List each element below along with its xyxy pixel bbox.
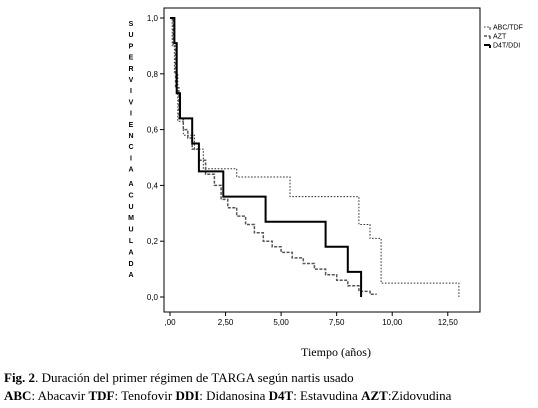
y-label-letter: E (129, 122, 134, 129)
legend-entry: AZT (493, 34, 507, 41)
axes: 0,0 0,2 0,4 0,6 0,8 1,0 ,00 2,50 5,00 7,50 10,00 12… (147, 7, 481, 327)
y-label-letter: V (129, 77, 134, 84)
y-label-letter: V (129, 99, 134, 106)
y-label-letter: A (128, 249, 133, 256)
y-tick-label: 0,4 (147, 181, 159, 190)
y-tick-label: 0,8 (147, 70, 159, 79)
x-tick-label: 7,50 (329, 318, 345, 327)
x-tick-label: 2,50 (218, 318, 234, 327)
abbr-ddi: DDI (175, 388, 200, 403)
plot-frame (163, 7, 481, 313)
abbr-tdf: TDF (88, 388, 115, 403)
y-label-letter: U (128, 32, 133, 39)
y-label-letter: A (128, 167, 133, 174)
abbr-d4t: D4T (268, 388, 294, 403)
y-label-letter: C (128, 192, 133, 199)
y-label-letter: I (130, 88, 132, 95)
y-tick-label: 0,2 (147, 237, 159, 246)
abbr-azt: AZT (361, 388, 388, 403)
y-label-letter: A (128, 272, 133, 279)
y-label-letter: M (128, 215, 134, 222)
y-tick-label: 0,0 (147, 293, 159, 302)
legend-entry: D4T/DDI (493, 43, 520, 50)
abbr-ddi-text: : Didanosina (199, 388, 269, 403)
abbr-d4t-text: : Estavudina (293, 388, 362, 403)
x-tick-label: ,00 (164, 318, 176, 327)
y-label-letter: U (128, 204, 133, 211)
y-label-letter: L (129, 238, 134, 245)
y-label-letter: R (128, 66, 133, 73)
km-chart: 0,0 0,2 0,4 0,6 0,8 1,0 ,00 2,50 5,00 7,50 10,00 12… (128, 7, 523, 359)
y-label-letter: D (128, 261, 133, 268)
y-label-letter: S (129, 21, 134, 28)
x-tick-label: 10,00 (382, 318, 403, 327)
figure-caption-text: . Duración del primer régimen de TARGA s… (35, 370, 354, 385)
y-label-letter: I (130, 111, 132, 118)
y-label-letter: I (130, 155, 132, 162)
abbr-azt-text: :Zidovudina (387, 388, 452, 403)
x-tick-label: 5,00 (273, 318, 289, 327)
abbr-abc: ABC (4, 388, 32, 403)
abbr-tdf-text: : Tenofovir (114, 388, 176, 403)
x-axis-label: Tiempo (años) (301, 345, 371, 359)
series-line-2 (170, 17, 363, 297)
figure-caption: Fig. 2. Duración del primer régimen de T… (4, 370, 536, 386)
legend-entry: ABC/TDF (493, 25, 523, 32)
y-label-letter: U (128, 227, 133, 234)
x-tick-label: 12,50 (438, 318, 459, 327)
series-layer (170, 17, 460, 297)
figure-number: Fig. 2 (4, 370, 36, 385)
y-label-letter: N (128, 133, 133, 140)
y-label-letter: P (129, 43, 134, 50)
y-tick-label: 0,6 (147, 126, 159, 135)
abbreviations-line: ABC: Abacavir TDF: Tenofovir DDI: Didano… (4, 388, 536, 404)
y-label-letter: E (129, 55, 134, 62)
y-label-letter: A (128, 181, 133, 188)
legend: ABC/TDF AZT D4T/DDI (484, 25, 523, 50)
y-tick-label: 1,0 (147, 14, 159, 23)
series-line-0 (170, 17, 460, 297)
series-line-1 (170, 17, 377, 295)
abbr-abc-text: : Abacavir (31, 388, 89, 403)
y-label-letter: C (128, 144, 133, 151)
